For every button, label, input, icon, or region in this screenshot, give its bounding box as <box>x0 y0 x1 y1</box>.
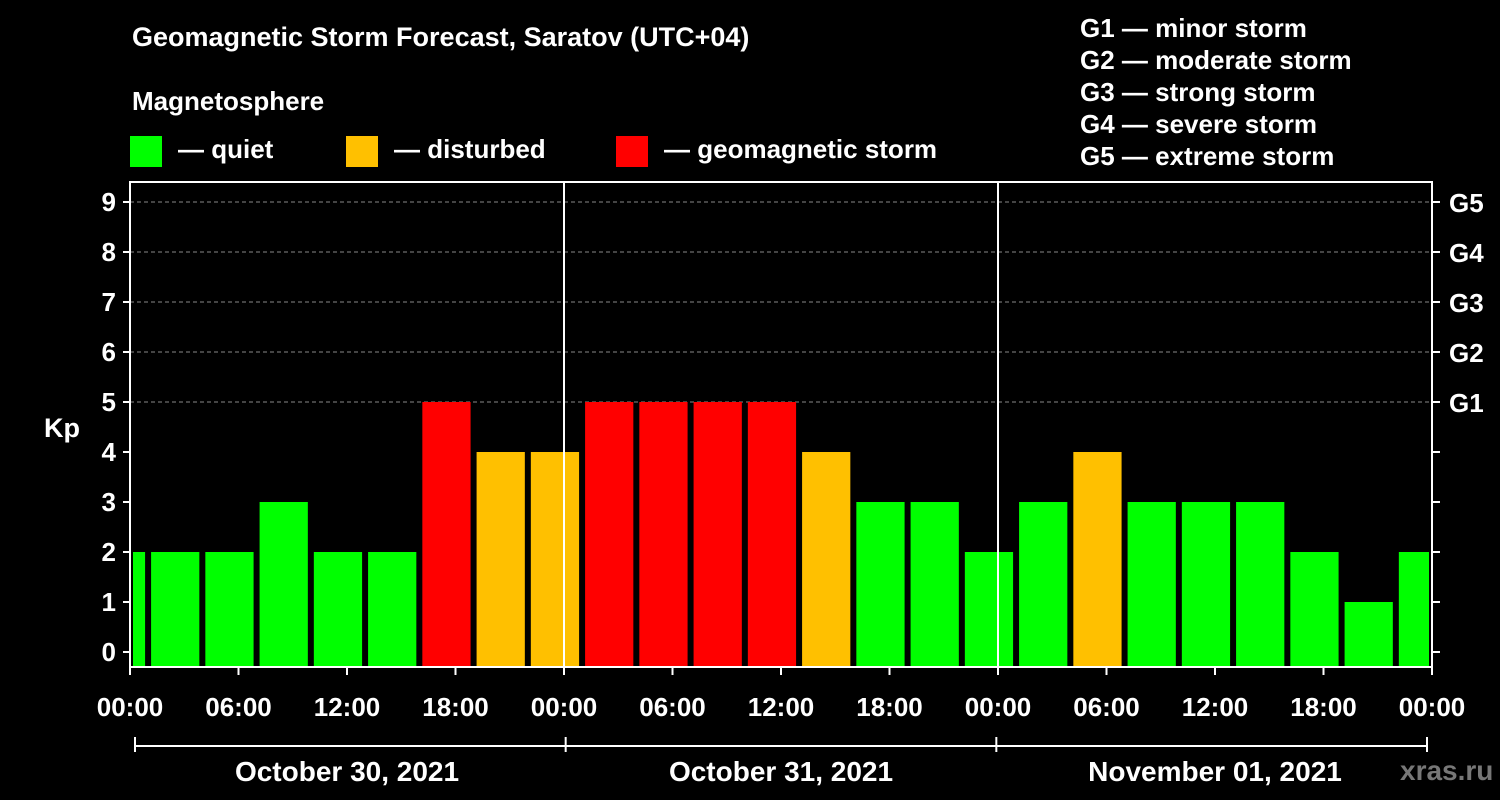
chart-title: Geomagnetic Storm Forecast, Saratov (UTC… <box>132 22 750 52</box>
x-tick-label-0: 00:00 <box>97 692 164 722</box>
legend-swatch-disturbed <box>346 136 378 167</box>
kp-bar-19 <box>1127 502 1176 667</box>
kp-bar-8 <box>530 452 580 667</box>
x-tick-label-3: 18:00 <box>422 692 489 722</box>
storm-scale-g1: G1 — minor storm <box>1080 13 1307 43</box>
y-tick-label-3: 3 <box>102 487 116 517</box>
y-tick-label-4: 4 <box>102 437 117 467</box>
kp-bar-14 <box>856 502 905 667</box>
kp-bar-7 <box>476 452 525 667</box>
kp-bar-18 <box>1073 452 1122 667</box>
x-tick-label-2: 12:00 <box>314 692 381 722</box>
legend-label-storm: — geomagnetic storm <box>664 134 938 164</box>
kp-bar-23 <box>1344 602 1393 667</box>
kp-bar-0 <box>133 552 146 667</box>
legend-label-quiet: — quiet <box>178 134 274 164</box>
legend-label-disturbed: — disturbed <box>394 134 546 164</box>
kp-bar-15 <box>910 502 959 667</box>
x-tick-label-1: 06:00 <box>205 692 272 722</box>
storm-level-label-g1: G1 <box>1449 388 1484 418</box>
x-tick-label-10: 12:00 <box>1182 692 1249 722</box>
storm-scale-legend: G1 — minor storm G2 — moderate storm G3 … <box>1080 12 1352 172</box>
kp-bar-4 <box>313 552 363 667</box>
y-tick-label-2: 2 <box>102 537 116 567</box>
legend-swatch-storm <box>616 136 648 167</box>
kp-bar-22 <box>1290 552 1339 667</box>
storm-scale-g5: G5 — extreme storm <box>1080 141 1335 171</box>
date-label-1: October 31, 2021 <box>669 756 893 787</box>
x-tick-label-8: 00:00 <box>965 692 1032 722</box>
x-tick-label-12: 00:00 <box>1399 692 1466 722</box>
storm-scale-g2: G2 — moderate storm <box>1080 45 1352 75</box>
storm-scale-g4: G4 — severe storm <box>1080 109 1318 139</box>
kp-bar-5 <box>368 552 417 667</box>
x-tick-label-6: 12:00 <box>748 692 815 722</box>
legend-heading: Magnetosphere <box>132 86 325 116</box>
kp-bar-12 <box>747 402 797 667</box>
date-label-2: November 01, 2021 <box>1088 756 1342 787</box>
date-label-0: October 30, 2021 <box>235 756 459 787</box>
y-tick-label-7: 7 <box>102 287 116 317</box>
x-tick-label-5: 06:00 <box>639 692 706 722</box>
kp-bar-24 <box>1398 552 1429 667</box>
x-tick-label-11: 18:00 <box>1290 692 1357 722</box>
x-tick-label-4: 00:00 <box>531 692 598 722</box>
storm-level-label-g2: G2 <box>1449 338 1484 368</box>
date-axis: October 30, 2021 October 31, 2021 November… <box>134 737 1428 787</box>
kp-bar-20 <box>1181 502 1231 667</box>
kp-bar-17 <box>1019 502 1068 667</box>
kp-bar-10 <box>639 402 688 667</box>
x-tick-label-9: 06:00 <box>1073 692 1140 722</box>
kp-bar-11 <box>693 402 742 667</box>
y-tick-label-8: 8 <box>102 237 116 267</box>
kp-bar-13 <box>802 452 851 667</box>
y-tick-label-5: 5 <box>102 387 116 417</box>
kp-bar-3 <box>259 502 308 667</box>
kp-bars <box>133 402 1429 667</box>
y-tick-label-1: 1 <box>102 587 116 617</box>
storm-level-axis: G1 G2 G3 G4 G5 <box>1432 188 1484 653</box>
storm-level-label-g5: G5 <box>1449 188 1484 218</box>
watermark: xras.ru <box>1400 755 1494 786</box>
y-tick-label-6: 6 <box>102 337 116 367</box>
kp-bar-21 <box>1236 502 1285 667</box>
storm-scale-g3: G3 — strong storm <box>1080 77 1316 107</box>
x-tick-label-7: 18:00 <box>856 692 923 722</box>
y-axis-label: Kp <box>44 413 80 443</box>
kp-bar-9 <box>585 402 634 667</box>
grid-lines <box>130 201 1432 403</box>
y-tick-label-9: 9 <box>102 187 116 217</box>
storm-level-label-g3: G3 <box>1449 288 1484 318</box>
storm-level-label-g4: G4 <box>1449 238 1484 268</box>
kp-bar-16 <box>964 552 1014 667</box>
y-axis: 0 1 2 3 4 5 6 7 8 9 <box>102 187 130 667</box>
kp-bar-6 <box>422 402 471 667</box>
y-tick-label-0: 0 <box>102 637 116 667</box>
kp-bar-1 <box>151 552 200 667</box>
legend-swatch-quiet <box>130 136 162 167</box>
kp-bar-2 <box>205 552 254 667</box>
x-axis: 00:00 06:00 12:00 18:00 00:00 06:00 12:00 18:00… <box>97 667 1466 722</box>
day-separators <box>563 182 999 667</box>
